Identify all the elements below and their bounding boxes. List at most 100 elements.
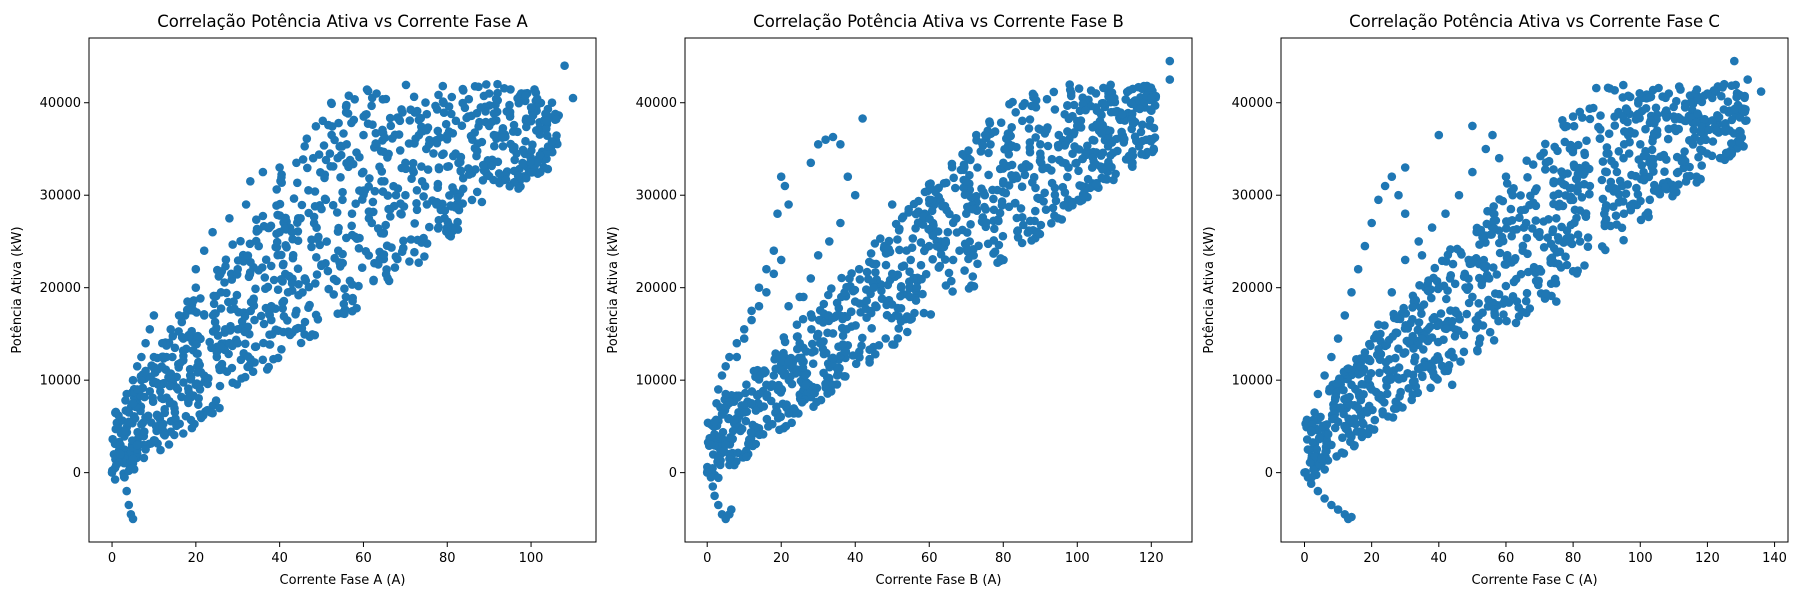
data-point: [1441, 209, 1450, 218]
data-point: [966, 220, 975, 229]
data-point: [1715, 153, 1725, 163]
data-point: [959, 160, 969, 169]
data-point: [245, 239, 255, 249]
data-point: [111, 408, 120, 417]
data-point: [1430, 312, 1439, 322]
data-point: [1511, 253, 1520, 263]
data-point: [385, 113, 395, 123]
data-point: [1553, 146, 1562, 156]
data-point: [1546, 239, 1556, 249]
data-point: [405, 116, 415, 125]
data-point: [942, 178, 951, 188]
data-point: [1448, 259, 1458, 269]
data-point: [1320, 371, 1329, 380]
data-point: [779, 333, 789, 342]
data-point: [1636, 140, 1645, 149]
data-point: [895, 245, 904, 255]
data-point: [505, 100, 514, 110]
data-point: [1423, 286, 1433, 296]
data-point: [996, 254, 1005, 263]
data-point: [243, 362, 252, 372]
data-point: [1641, 146, 1650, 156]
data-point: [762, 288, 771, 297]
data-point: [532, 94, 542, 103]
data-point: [401, 158, 410, 168]
data-point: [1484, 274, 1494, 283]
y-tick-label: 30000: [636, 189, 677, 204]
data-point: [908, 234, 918, 243]
data-point: [111, 460, 121, 470]
data-point: [1060, 188, 1070, 197]
data-point: [1612, 167, 1622, 177]
data-point: [1308, 438, 1318, 447]
data-point: [1053, 214, 1063, 223]
data-point: [1400, 209, 1410, 218]
data-point: [1452, 244, 1462, 254]
data-point: [296, 214, 305, 223]
data-point: [456, 167, 466, 176]
data-point: [1035, 156, 1045, 166]
data-point: [1081, 105, 1090, 115]
data-point: [1049, 87, 1059, 97]
data-point: [187, 326, 196, 336]
data-point: [1036, 140, 1045, 149]
data-point: [1434, 283, 1444, 293]
data-point: [410, 247, 419, 257]
data-point: [1356, 362, 1365, 371]
data-point: [1637, 161, 1647, 170]
data-point: [847, 307, 856, 317]
data-point: [1704, 125, 1714, 135]
data-point: [986, 140, 995, 149]
data-point: [241, 200, 251, 209]
data-point: [1320, 494, 1329, 503]
data-point: [828, 380, 838, 390]
data-point: [798, 314, 808, 324]
data-point: [1333, 334, 1343, 343]
data-point: [1394, 375, 1404, 384]
data-point: [999, 177, 1008, 186]
data-point: [323, 266, 333, 276]
data-point: [951, 214, 960, 223]
data-point: [1499, 310, 1508, 319]
data-point: [916, 260, 926, 270]
data-point: [1135, 104, 1145, 114]
data-point: [1612, 185, 1621, 194]
data-point: [467, 195, 477, 205]
data-point: [1570, 218, 1579, 228]
data-point: [236, 236, 245, 246]
data-point: [243, 352, 253, 361]
data-point: [832, 311, 841, 320]
data-point: [416, 113, 426, 123]
data-point: [451, 149, 460, 158]
data-point: [120, 426, 129, 436]
data-point: [412, 199, 421, 208]
data-point: [1523, 267, 1533, 277]
data-point: [776, 412, 786, 422]
data-point: [193, 349, 202, 359]
data-point: [1333, 417, 1343, 427]
data-point: [718, 427, 728, 437]
data-point: [179, 378, 188, 387]
data-point: [869, 283, 878, 293]
data-point: [212, 348, 222, 357]
data-point: [1565, 184, 1575, 193]
data-point: [145, 387, 155, 396]
data-point: [1028, 178, 1037, 187]
data-point: [1502, 316, 1511, 326]
data-point: [232, 380, 242, 389]
data-point: [1530, 186, 1540, 196]
data-point: [1561, 252, 1570, 261]
data-point: [1615, 176, 1625, 186]
data-point: [500, 84, 509, 93]
data-point: [293, 264, 303, 274]
data-point: [233, 325, 242, 334]
data-point: [1468, 167, 1477, 177]
data-point: [414, 258, 424, 268]
data-point: [307, 242, 316, 252]
data-point: [347, 280, 357, 289]
data-point: [542, 131, 552, 140]
data-point: [1372, 330, 1381, 339]
x-tick-label: 140: [1762, 551, 1787, 566]
data-point: [1719, 105, 1729, 114]
data-point: [249, 296, 258, 305]
